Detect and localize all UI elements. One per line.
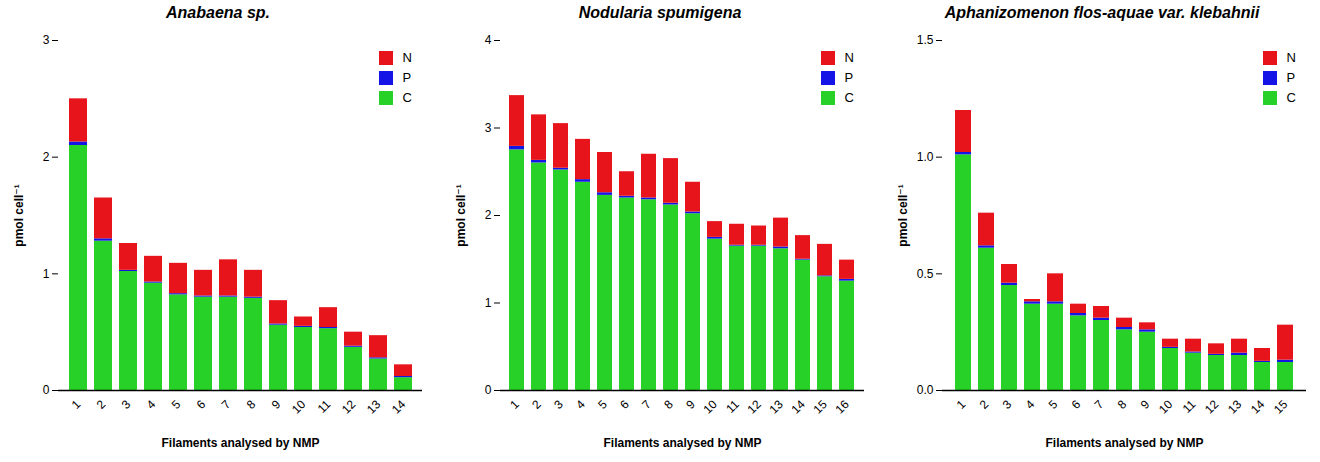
svg-text:0.0: 0.0 [917, 383, 934, 397]
svg-text:0.5: 0.5 [917, 267, 934, 281]
html-text:N: N [844, 50, 854, 65]
svg-text:0: 0 [485, 383, 492, 397]
svg-text:13: 13 [364, 397, 384, 417]
svg-text:13: 13 [766, 397, 786, 417]
svg-text:5: 5 [595, 397, 610, 412]
svg-text:3: 3 [485, 121, 492, 135]
svg-text:9: 9 [683, 397, 698, 412]
svg-text:8: 8 [661, 397, 676, 412]
svg-text:1: 1 [69, 397, 84, 412]
svg-text:14: 14 [389, 397, 409, 417]
html-text:Anabaena sp.: Anabaena sp. [166, 4, 270, 21]
svg-text:10: 10 [700, 397, 720, 417]
html-text:C: C [844, 90, 854, 105]
svg-text:Filaments analysed by NMP: Filaments analysed by NMP [603, 436, 761, 450]
svg-text:1: 1 [43, 267, 50, 281]
svg-text:14: 14 [788, 397, 808, 417]
svg-text:6: 6 [194, 397, 209, 412]
svg-text:5: 5 [169, 397, 184, 412]
svg-text:1: 1 [485, 296, 492, 310]
svg-text:10: 10 [1156, 397, 1176, 417]
svg-text:4: 4 [485, 33, 492, 47]
svg-text:1: 1 [507, 397, 522, 412]
svg-text:5: 5 [1046, 397, 1061, 412]
svg-text:16: 16 [832, 397, 852, 417]
html-text:C: C [1286, 90, 1296, 105]
svg-text:1.0: 1.0 [917, 150, 934, 164]
svg-text:0: 0 [43, 383, 50, 397]
svg-text:pmol cell⁻¹: pmol cell⁻¹ [12, 184, 26, 246]
svg-text:3: 3 [119, 397, 134, 412]
svg-text:13: 13 [1225, 397, 1245, 417]
svg-text:Filaments analysed by NMP: Filaments analysed by NMP [161, 436, 319, 450]
svg-text:11: 11 [315, 397, 334, 416]
svg-text:pmol cell⁻¹: pmol cell⁻¹ [454, 184, 468, 246]
svg-text:7: 7 [639, 397, 654, 412]
html-text:N: N [402, 50, 412, 65]
svg-text:12: 12 [1202, 397, 1222, 417]
svg-text:11: 11 [1180, 397, 1199, 416]
svg-text:3: 3 [43, 33, 50, 47]
svg-text:2: 2 [94, 397, 109, 412]
svg-text:12: 12 [339, 397, 359, 417]
html-text:N: N [1286, 50, 1296, 65]
svg-text:10: 10 [289, 397, 309, 417]
html-text:P: P [844, 70, 854, 85]
svg-text:9: 9 [269, 397, 284, 412]
svg-text:4: 4 [573, 397, 588, 412]
html-text:Aphanizomenon flos-aquae var.: Aphanizomenon flos-aquae var. klebahnii [944, 4, 1260, 21]
svg-text:2: 2 [485, 208, 492, 222]
svg-text:15: 15 [1271, 397, 1291, 417]
svg-text:2: 2 [977, 397, 992, 412]
html-text:C: C [402, 90, 412, 105]
svg-text:8: 8 [1115, 397, 1130, 412]
svg-text:8: 8 [244, 397, 259, 412]
svg-text:2: 2 [529, 397, 544, 412]
svg-text:3: 3 [1000, 397, 1015, 412]
svg-text:2: 2 [43, 150, 50, 164]
svg-text:1: 1 [954, 397, 969, 412]
svg-text:6: 6 [1069, 397, 1084, 412]
svg-text:12: 12 [744, 397, 764, 417]
svg-text:11: 11 [723, 397, 742, 416]
svg-text:14: 14 [1248, 397, 1268, 417]
svg-text:15: 15 [810, 397, 830, 417]
svg-text:7: 7 [219, 397, 234, 412]
svg-text:6: 6 [617, 397, 632, 412]
html-text:Nodularia spumigena: Nodularia spumigena [578, 4, 742, 21]
svg-text:7: 7 [1092, 397, 1107, 412]
svg-text:4: 4 [144, 397, 159, 412]
svg-text:4: 4 [1023, 397, 1038, 412]
svg-text:pmol cell⁻¹: pmol cell⁻¹ [896, 184, 910, 246]
svg-text:Filaments analysed by NMP: Filaments analysed by NMP [1045, 436, 1203, 450]
svg-text:3: 3 [551, 397, 566, 412]
html-text:P: P [1286, 70, 1296, 85]
svg-text:9: 9 [1138, 397, 1153, 412]
svg-text:1.5: 1.5 [917, 33, 934, 47]
html-text:P: P [402, 70, 412, 85]
